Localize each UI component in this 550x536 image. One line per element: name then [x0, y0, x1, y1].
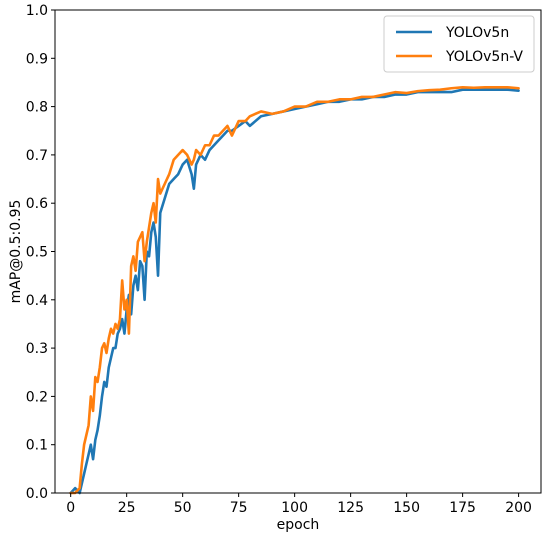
- y-tick-label: 1.0: [26, 3, 48, 19]
- y-tick-label: 0.1: [26, 438, 48, 454]
- legend-label-1: YOLOv5n: [445, 25, 509, 41]
- y-tick-label: 0.3: [26, 341, 48, 357]
- x-tick-label: 175: [449, 500, 476, 516]
- y-tick-label: 0.6: [26, 196, 48, 212]
- x-tick-label: 100: [281, 500, 308, 516]
- legend-box: [383, 15, 535, 73]
- series-line-1: [69, 88, 520, 495]
- x-tick-label: 125: [337, 500, 364, 516]
- y-axis-label: mAP@0.5:0.95: [8, 200, 24, 304]
- axes-layer: 0 25 50 75 100 125 150 175 200 0.0 0.1 0.2 0.3 0.4 0.5…: [26, 3, 542, 516]
- x-tick-label: 75: [230, 500, 248, 516]
- legend: YOLOv5n YOLOv5n-V: [383, 15, 535, 73]
- x-tick-label: 0: [66, 500, 75, 516]
- x-tick-label: 50: [174, 500, 192, 516]
- series-layer: [69, 85, 520, 495]
- plot-background: [55, 10, 541, 493]
- y-tick-label: 0.0: [26, 486, 48, 502]
- y-tick-label: 0.8: [26, 100, 48, 116]
- y-tick-label: 0.5: [26, 245, 48, 261]
- series-line-2: [69, 85, 520, 495]
- y-tick-label: 0.2: [26, 389, 48, 405]
- x-tick-label: 150: [393, 500, 420, 516]
- plot-area: [55, 10, 541, 493]
- y-tick-label: 0.9: [26, 51, 48, 67]
- x-tick-label: 200: [505, 500, 532, 516]
- x-axis-label: epoch: [277, 517, 320, 533]
- x-tick-label: 25: [118, 500, 136, 516]
- legend-label-2: YOLOv5n-V: [445, 49, 523, 65]
- y-tick-label: 0.7: [26, 148, 48, 164]
- y-tick-label: 0.4: [26, 293, 48, 309]
